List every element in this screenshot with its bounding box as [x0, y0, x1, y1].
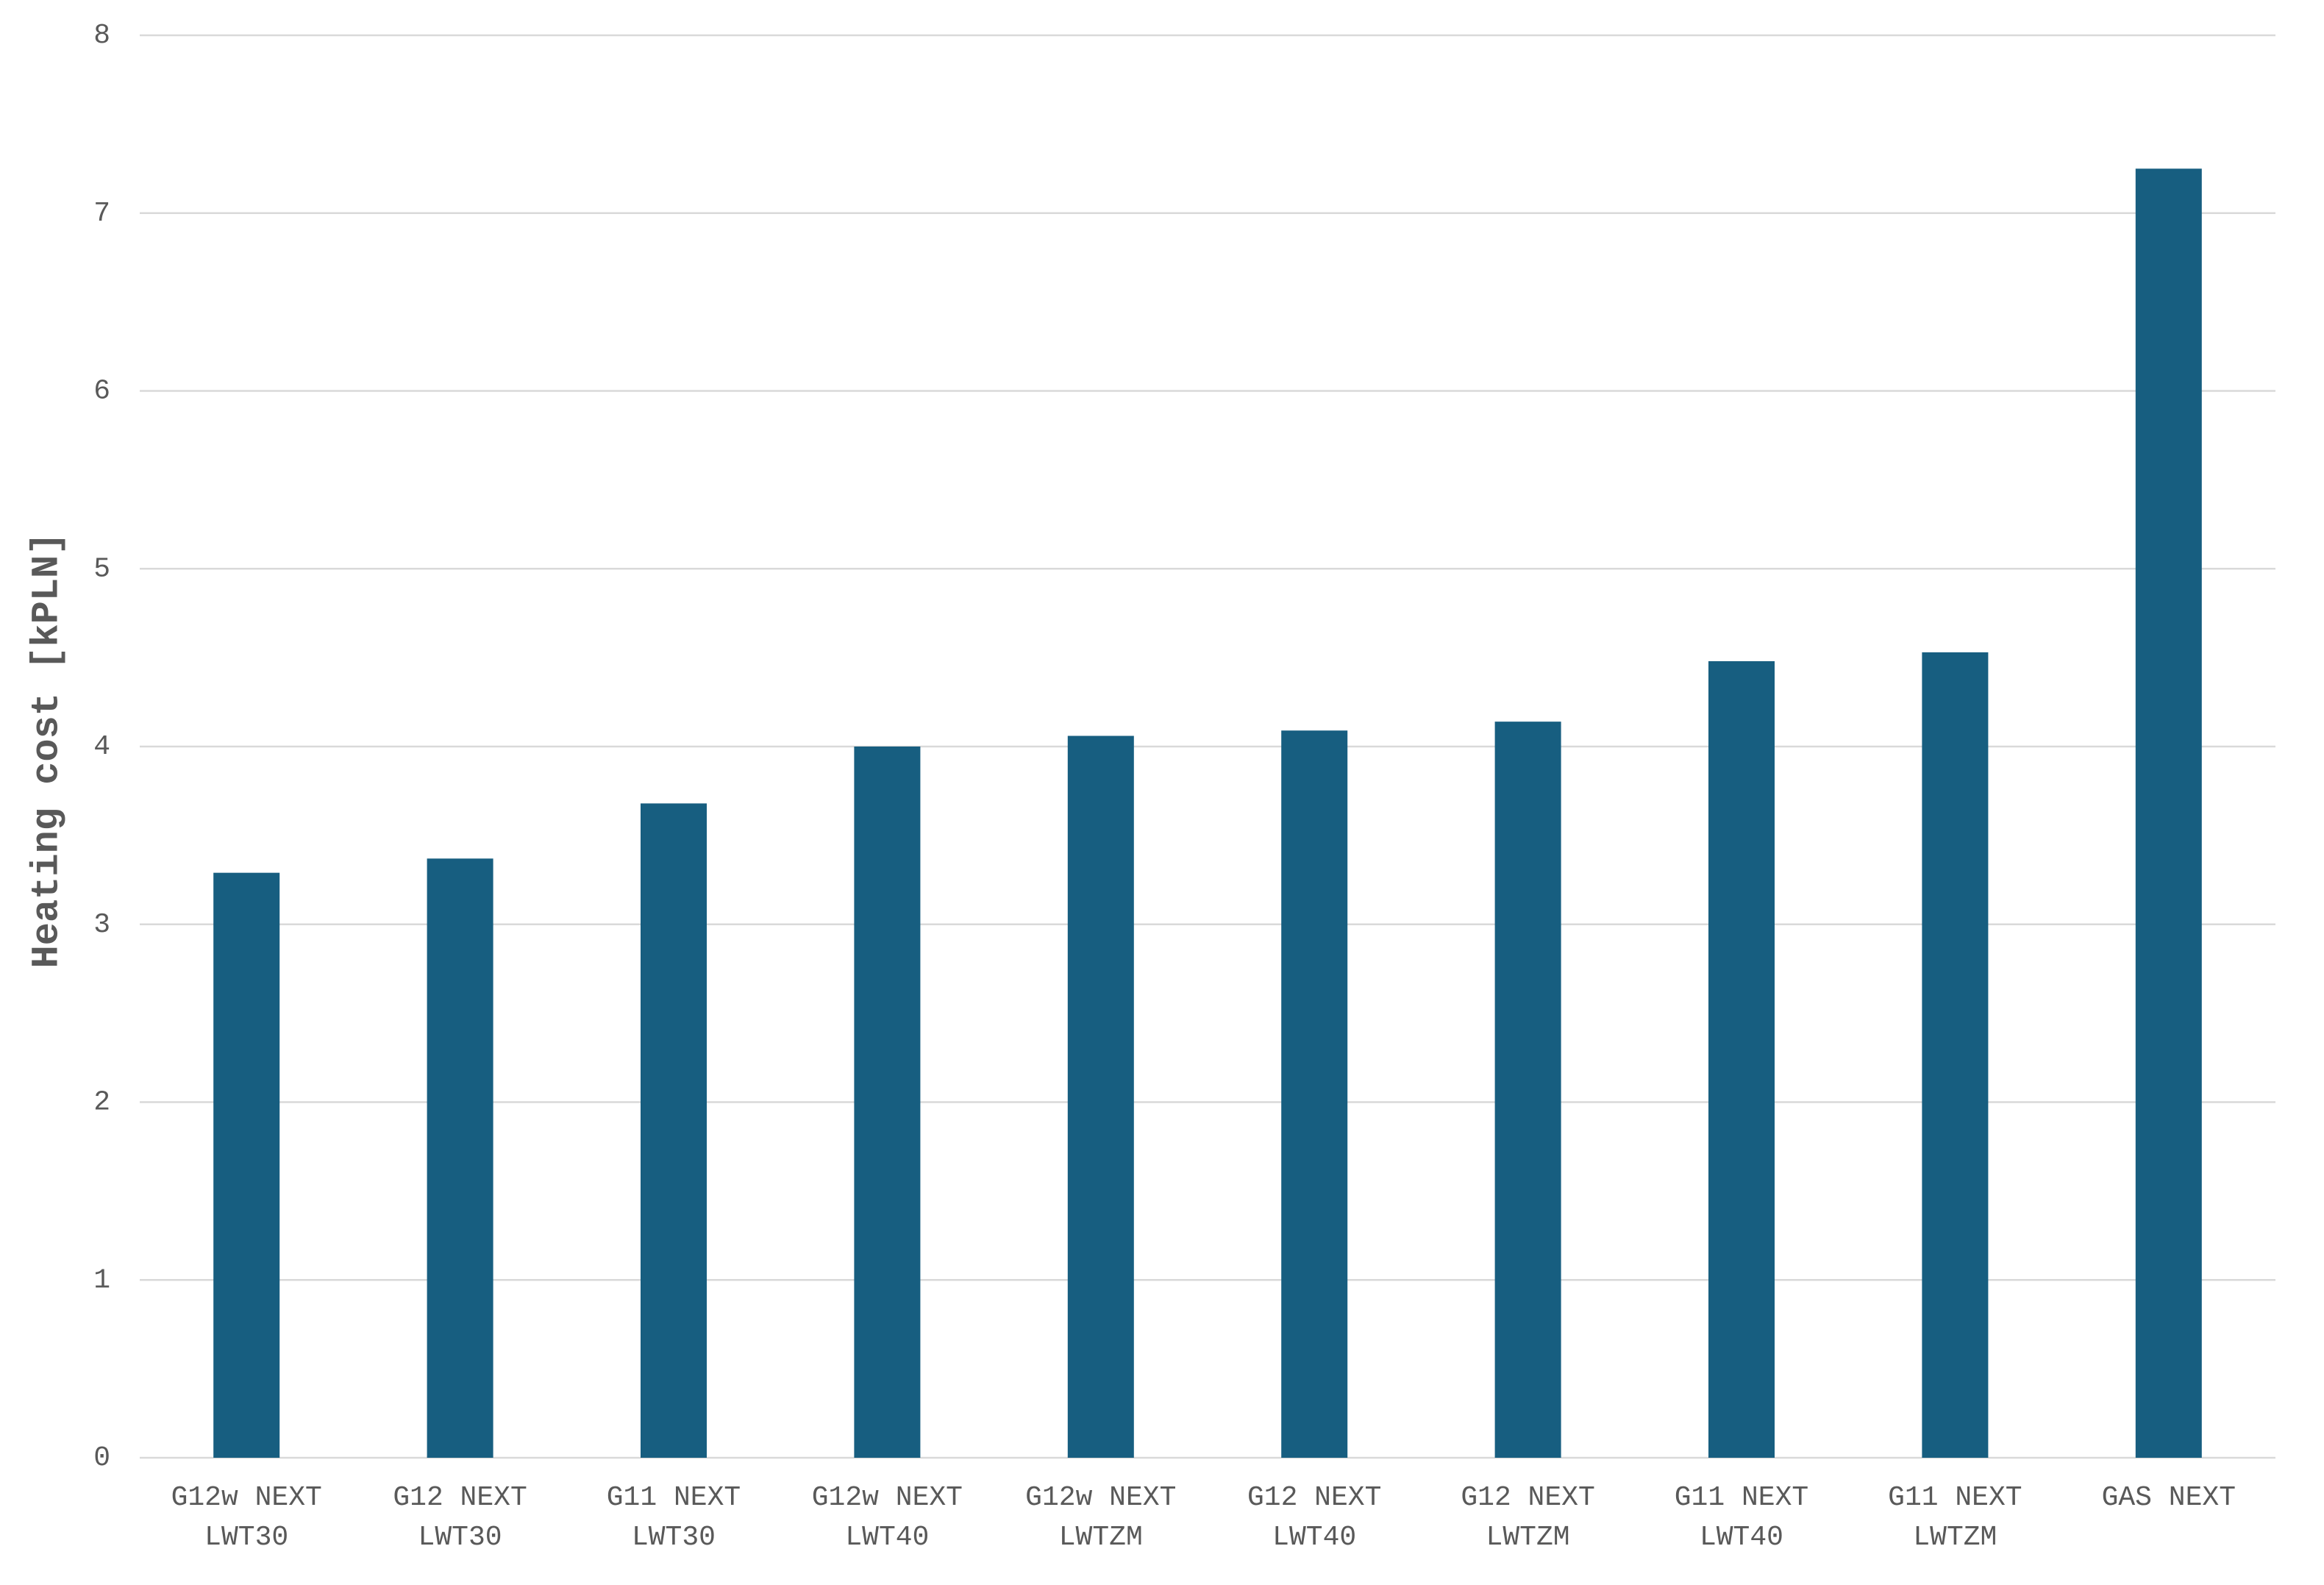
x-tick-label-box: G12w NEXT LWTZM: [1025, 1481, 1177, 1553]
x-tick-label: G12w NEXT LWT30: [171, 1481, 322, 1553]
x-tick-label-box: G11 NEXT LWTZM: [1888, 1481, 2022, 1553]
bar: [2135, 168, 2202, 1458]
y-tick-label: 1: [93, 1264, 110, 1296]
x-tick-label: G12w NEXT LWTZM: [1025, 1481, 1177, 1553]
x-tick-label: G11 NEXT LWTZM: [1888, 1481, 2022, 1553]
x-tick-label: G12 NEXT LWTZM: [1461, 1481, 1595, 1553]
x-tick-label-box: GAS NEXT: [2101, 1481, 2236, 1514]
y-tick-label: 4: [93, 731, 110, 763]
x-tick-label-box: G12 NEXT LWT30: [393, 1481, 527, 1553]
x-tick-label-box: G12 NEXT LWT40: [1247, 1481, 1382, 1553]
x-tick-label: G12w NEXT LWT40: [811, 1481, 963, 1553]
bar: [1281, 730, 1348, 1458]
x-tick-label-box: G12 NEXT LWTZM: [1461, 1481, 1595, 1553]
bar: [427, 858, 493, 1458]
y-tick-label: 6: [93, 376, 110, 407]
x-tick-label-box: G12w NEXT LWT30: [171, 1481, 322, 1553]
bar: [854, 747, 921, 1458]
bar: [213, 872, 280, 1458]
x-tick-label-box: G12w NEXT LWT40: [811, 1481, 963, 1553]
x-tick-label-box: G11 NEXT LWT30: [606, 1481, 741, 1553]
bar: [641, 803, 707, 1458]
x-tick-label: GAS NEXT: [2101, 1481, 2236, 1514]
y-tick-label: 3: [93, 909, 110, 941]
x-tick-label: G11 NEXT LWT30: [606, 1481, 741, 1553]
x-tick-label: G12 NEXT LWT40: [1247, 1481, 1382, 1553]
y-tick-label: 2: [93, 1087, 110, 1119]
x-tick-label: G11 NEXT LWT40: [1674, 1481, 1809, 1553]
y-tick-label: 8: [93, 20, 110, 51]
x-tick-label-box: G11 NEXT LWT40: [1674, 1481, 1809, 1553]
y-tick-label: 0: [93, 1442, 110, 1474]
bar: [1494, 722, 1561, 1458]
y-tick-label: 5: [93, 553, 110, 585]
y-axis-title: Heating cost [kPLN]: [26, 533, 69, 969]
x-tick-label: G12 NEXT LWT30: [393, 1481, 527, 1553]
bar: [1067, 735, 1134, 1458]
bar: [1708, 660, 1775, 1458]
y-tick-label: 7: [93, 198, 110, 229]
bar: [1922, 652, 1989, 1458]
